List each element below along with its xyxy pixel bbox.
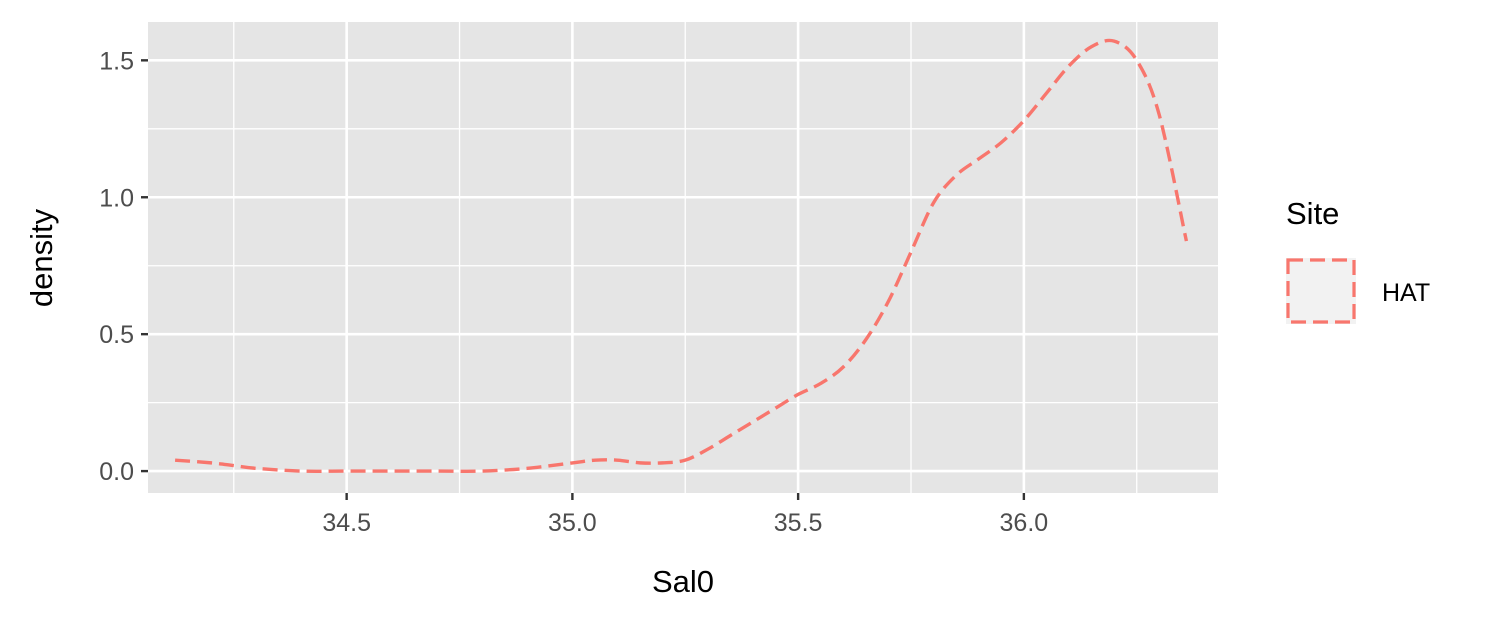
legend-key-hat [1286, 258, 1356, 324]
legend-label-hat: HAT [1382, 279, 1430, 307]
major-gridlines [148, 22, 1218, 493]
x-tick-label: 36.0 [1000, 509, 1049, 537]
x-axis-title: Sal0 [652, 564, 714, 599]
y-tick-label: 0.5 [99, 321, 134, 349]
legend-entries: HAT [1286, 258, 1430, 324]
density-line-hat [174, 38, 1189, 473]
legend-key-background [1286, 258, 1356, 324]
minor-gridlines [148, 22, 1218, 493]
y-tick-label: 0.0 [99, 458, 134, 486]
x-tick-label: 34.5 [322, 509, 371, 537]
x-axis: 34.5 35.0 35.5 36.0 [322, 493, 1048, 537]
y-axis: 0.0 0.5 1.0 1.5 [99, 47, 148, 486]
x-tick-label: 35.0 [548, 509, 597, 537]
y-tick-label: 1.0 [99, 184, 134, 212]
series-layer [174, 38, 1189, 473]
legend-title: Site [1286, 196, 1339, 231]
plot-panel [148, 22, 1218, 493]
x-tick-label: 35.5 [774, 509, 823, 537]
legend: Site HAT [1286, 196, 1430, 324]
y-tick-label: 1.5 [99, 47, 134, 75]
y-axis-title: density [24, 208, 59, 307]
